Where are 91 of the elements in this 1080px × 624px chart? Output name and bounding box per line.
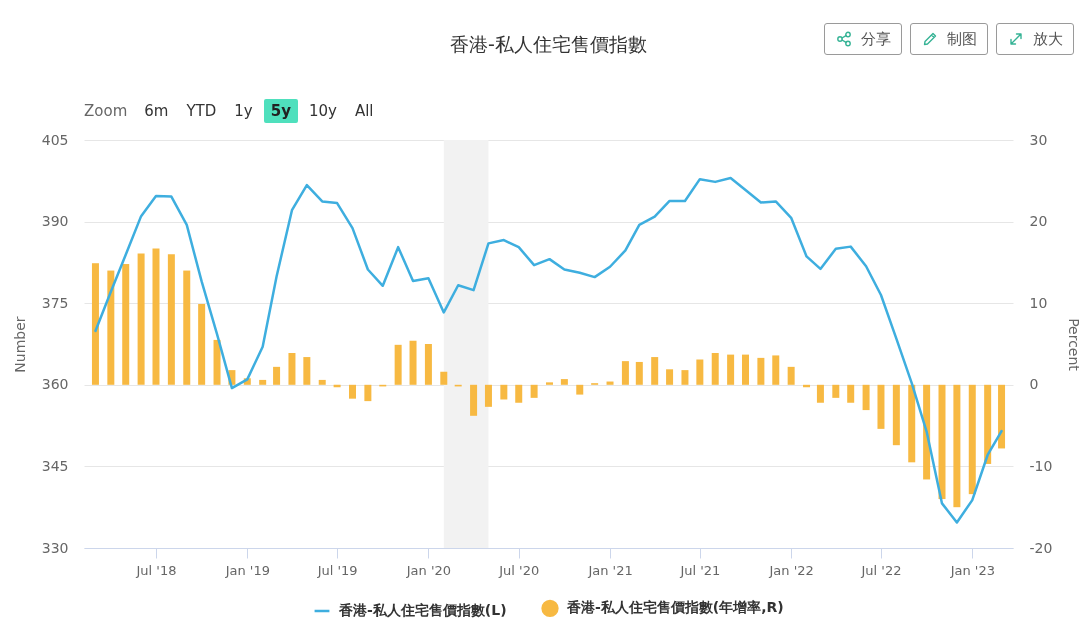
bar [560, 379, 568, 385]
line-series [94, 176, 1003, 524]
bar [183, 270, 191, 385]
bar [651, 357, 659, 385]
bar [409, 340, 417, 385]
bar [938, 384, 946, 500]
y2-tick-label: 10 [1029, 294, 1048, 311]
legend-label: 香港-私人住宅售價指數(年增率,R) [566, 599, 784, 616]
y-axis-title: Number [11, 316, 28, 373]
bar [288, 352, 296, 385]
bar [470, 384, 478, 416]
bar [576, 384, 584, 395]
bar [847, 384, 855, 403]
range-label: 10y [307, 101, 338, 122]
bar [107, 270, 115, 385]
bar [152, 248, 160, 385]
bar [711, 352, 719, 385]
bar [621, 361, 629, 385]
range-label: YTD [185, 101, 218, 122]
bar [318, 379, 326, 385]
bar [348, 384, 356, 399]
y2-tick-label: 0 [1029, 376, 1039, 393]
range-label: All [353, 101, 375, 122]
bar [757, 357, 765, 385]
bar [696, 359, 704, 385]
y2-tick-label: -10 [1029, 457, 1053, 474]
bar [500, 384, 508, 400]
bar [394, 344, 402, 385]
y2-tick-label: -20 [1029, 539, 1053, 556]
zoom-label: Zoom [83, 101, 129, 122]
bar [606, 381, 614, 385]
bar [908, 384, 916, 463]
x-tick-label: Jan '19 [224, 562, 270, 578]
bar [953, 384, 961, 508]
x-tick-label: Jan '20 [405, 562, 452, 578]
bar [440, 371, 448, 385]
bar [198, 304, 206, 385]
y-tick-label: 330 [41, 539, 69, 556]
bar [213, 339, 221, 385]
y-tick-label: 375 [41, 294, 69, 311]
range-label: 6m [143, 101, 170, 122]
bar [545, 382, 553, 385]
y-tick-label: 390 [41, 213, 69, 230]
bar [424, 344, 432, 385]
bar [137, 253, 145, 385]
legend-label: 香港-私人住宅售價指數(L) [338, 602, 507, 618]
share-button: 分享 [824, 23, 902, 55]
y2-tick-label: 30 [1029, 131, 1048, 148]
chart-title: 香港-私人住宅售價指數 [450, 33, 647, 55]
x-tick-label: Jul '22 [860, 562, 902, 578]
y2-tick-label: 20 [1029, 213, 1048, 230]
bar [727, 354, 735, 385]
y-tick-label: 405 [41, 131, 69, 148]
bar [167, 254, 175, 385]
x-tick-label: Jan '22 [768, 562, 814, 578]
bar [303, 357, 311, 385]
y2-axis-title: Percent [1066, 318, 1080, 372]
bar [515, 384, 523, 403]
bar [681, 370, 689, 385]
bar [998, 384, 1006, 449]
bar [666, 369, 674, 385]
y-tick-label: 345 [41, 457, 69, 474]
bar [892, 384, 900, 446]
bar [832, 384, 840, 398]
bar [877, 384, 885, 429]
bar [259, 379, 267, 385]
bar [364, 384, 372, 402]
bar [91, 263, 99, 385]
range-label: 1y [233, 101, 254, 122]
y-tick-label: 360 [41, 376, 69, 393]
bar [273, 366, 281, 385]
x-tick-label: Jan '21 [587, 562, 633, 578]
bar [635, 361, 643, 385]
bar [742, 354, 749, 385]
x-tick-label: Jan '23 [949, 562, 995, 578]
bar [816, 384, 824, 403]
bar [862, 384, 870, 411]
x-tick-label: Jul '20 [498, 562, 540, 578]
bar [772, 355, 780, 385]
draw-button: 制图 [910, 23, 988, 55]
range-button: 5y [263, 99, 298, 123]
x-tick-label: Jul '18 [135, 562, 177, 578]
x-tick-label: Jul '19 [316, 562, 358, 578]
bar [984, 384, 992, 464]
bar [122, 264, 130, 385]
bar [484, 384, 492, 407]
bar [530, 384, 538, 398]
bar [968, 384, 976, 495]
x-tick-label: Jul '21 [679, 562, 721, 578]
enlarge-button: 放大 [996, 23, 1074, 55]
bar [787, 366, 795, 385]
